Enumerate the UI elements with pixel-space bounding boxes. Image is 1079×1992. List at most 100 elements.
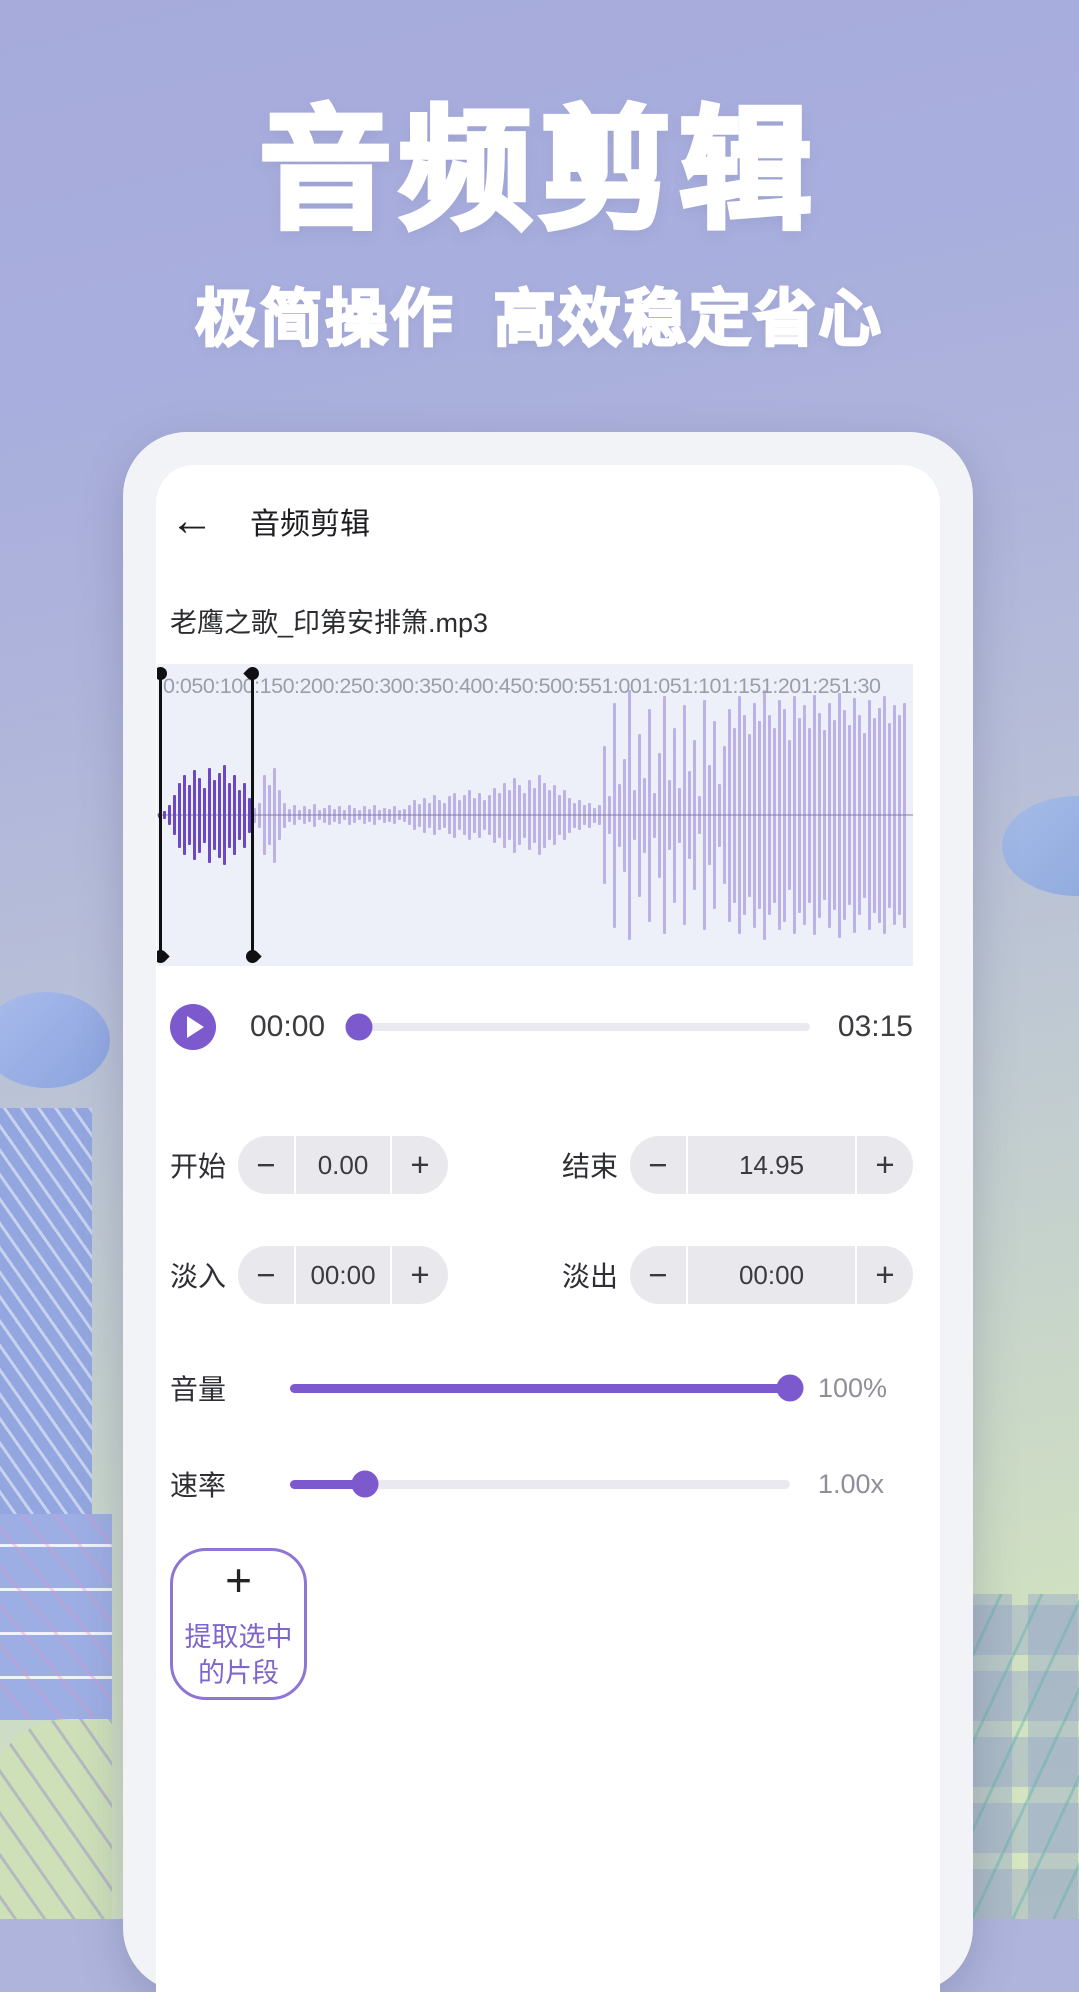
- waveform-bar: [458, 800, 461, 830]
- start-label: 开始: [170, 1151, 227, 1182]
- waveform-bar: [623, 758, 626, 872]
- time-label: 1:30: [840, 674, 881, 698]
- waveform-bar: [713, 721, 716, 909]
- waveform-bar: [193, 770, 196, 860]
- waveform-bar: [848, 725, 851, 905]
- time-label: 1:20: [760, 674, 801, 698]
- volume-slider-thumb[interactable]: [776, 1374, 804, 1402]
- progress-slider[interactable]: [345, 1013, 810, 1041]
- fade-in-stepper: 淡入 − 00:00 +: [170, 1246, 448, 1304]
- selection-start-marker[interactable]: [159, 670, 162, 960]
- waveform-bar: [443, 802, 446, 828]
- fade-in-stepper-pill: − 00:00 +: [238, 1246, 448, 1304]
- speed-row: 速率 1.00x: [170, 1464, 913, 1504]
- waveform-bar: [163, 811, 166, 819]
- waveform-bar: [318, 810, 321, 820]
- speed-slider-thumb[interactable]: [351, 1470, 379, 1498]
- end-decrease-button[interactable]: −: [630, 1136, 686, 1194]
- start-increase-button[interactable]: +: [392, 1136, 448, 1194]
- waveform-bar: [803, 705, 806, 925]
- volume-slider[interactable]: [290, 1374, 804, 1402]
- time-label: 1:25: [800, 674, 841, 698]
- waveform-bar: [693, 740, 696, 890]
- waveform-bar: [778, 700, 781, 930]
- start-decrease-button[interactable]: −: [238, 1136, 294, 1194]
- waveform-bar: [818, 712, 821, 918]
- decor-grid-right: [962, 1594, 1079, 1919]
- waveform-bar: [303, 806, 306, 824]
- waveform-bar: [728, 708, 731, 922]
- extract-selection-button[interactable]: + 提取选中 的片段: [170, 1548, 307, 1700]
- fade-out-stepper: 淡出 − 00:00 +: [562, 1246, 913, 1304]
- waveform-bar: [298, 810, 301, 820]
- waveform-bar: [418, 803, 421, 827]
- fade-in-label: 淡入: [170, 1261, 227, 1292]
- waveform-bar: [678, 787, 681, 843]
- back-arrow-icon[interactable]: ←: [170, 496, 214, 545]
- waveform-bar: [513, 777, 516, 853]
- fade-in-increase-button[interactable]: +: [392, 1246, 448, 1304]
- waveform-bar: [243, 782, 246, 848]
- waveform-bar: [253, 807, 256, 823]
- time-label: 1:05: [641, 674, 682, 698]
- fade-stepper-row: 淡入 − 00:00 + 淡出 − 00:00 +: [170, 1246, 913, 1304]
- waveform-bar: [433, 795, 436, 835]
- start-value: 0.00: [294, 1136, 392, 1194]
- waveform-bar: [258, 802, 261, 828]
- waveform-bar: [878, 707, 881, 923]
- waveform-bar: [703, 700, 706, 930]
- waveform-bar: [248, 797, 251, 833]
- waveform-bar: [488, 795, 491, 835]
- selection-end-marker[interactable]: [251, 670, 254, 960]
- fade-out-decrease-button[interactable]: −: [630, 1246, 686, 1304]
- waveform-bar: [438, 800, 441, 830]
- fade-out-increase-button[interactable]: +: [857, 1246, 913, 1304]
- fade-out-value: 00:00: [686, 1246, 857, 1304]
- hero-subtitle: 极简操作 高效稳定省心: [194, 284, 884, 356]
- waveform-bar: [863, 732, 866, 898]
- waveform-bar: [198, 777, 201, 853]
- waveform-bar: [293, 805, 296, 825]
- waveform-bar: [473, 797, 476, 833]
- waveform-bar: [668, 780, 671, 850]
- phone-mockup-frame: ← 音频剪辑 老鹰之歌_印第安排箫.mp3 0:05 0:10 0:15 0:20 0:…: [123, 432, 973, 1992]
- waveform-bar: [323, 807, 326, 823]
- waveform-bar: [178, 782, 181, 848]
- waveform-bar: [523, 792, 526, 838]
- waveform-bar: [278, 790, 281, 840]
- trim-stepper-row: 开始 − 0.00 + 结束 − 14.95 +: [170, 1136, 913, 1194]
- waveform-bar: [783, 708, 786, 922]
- start-stepper-pill: − 0.00 +: [238, 1136, 448, 1194]
- fade-in-decrease-button[interactable]: −: [238, 1246, 294, 1304]
- waveform-bar: [498, 792, 501, 838]
- waveform-bar: [503, 782, 506, 848]
- waveform-bar: [468, 790, 471, 840]
- waveform-bar: [593, 807, 596, 823]
- time-label: 0:55: [561, 674, 602, 698]
- end-stepper-pill: − 14.95 +: [630, 1136, 913, 1194]
- phone-screen: ← 音频剪辑 老鹰之歌_印第安排箫.mp3 0:05 0:10 0:15 0:20 0:…: [156, 465, 940, 1992]
- waveform-panel[interactable]: 0:05 0:10 0:15 0:20 0:25 0:30 0:35 0:40 0:45 0:50…: [157, 664, 913, 966]
- time-label: 1:15: [721, 674, 761, 698]
- play-button[interactable]: [170, 1004, 216, 1050]
- speed-slider[interactable]: [290, 1470, 790, 1498]
- waveform-bar: [368, 808, 371, 822]
- start-stepper: 开始 − 0.00 +: [170, 1136, 448, 1194]
- waveform-bar: [808, 727, 811, 903]
- waveform-bar: [873, 717, 876, 913]
- volume-value: 100%: [818, 1372, 888, 1403]
- waveform-bar: [573, 802, 576, 828]
- progress-slider-thumb[interactable]: [345, 1013, 373, 1041]
- decor-bands-left: [0, 1514, 112, 1720]
- waveform-bar: [618, 783, 621, 847]
- waveform-bar: [723, 746, 726, 884]
- end-increase-button[interactable]: +: [857, 1136, 913, 1194]
- decor-stripes-left: [0, 1108, 92, 1514]
- waveform-bar: [793, 696, 796, 934]
- waveform-bar: [388, 808, 391, 822]
- waveform-bar: [228, 782, 231, 848]
- waveform-bar: [273, 767, 276, 863]
- extract-button-label: 提取选中 的片段: [184, 1621, 293, 1688]
- waveform-center-line: [157, 814, 913, 816]
- hero-title: 音频剪辑: [257, 95, 820, 247]
